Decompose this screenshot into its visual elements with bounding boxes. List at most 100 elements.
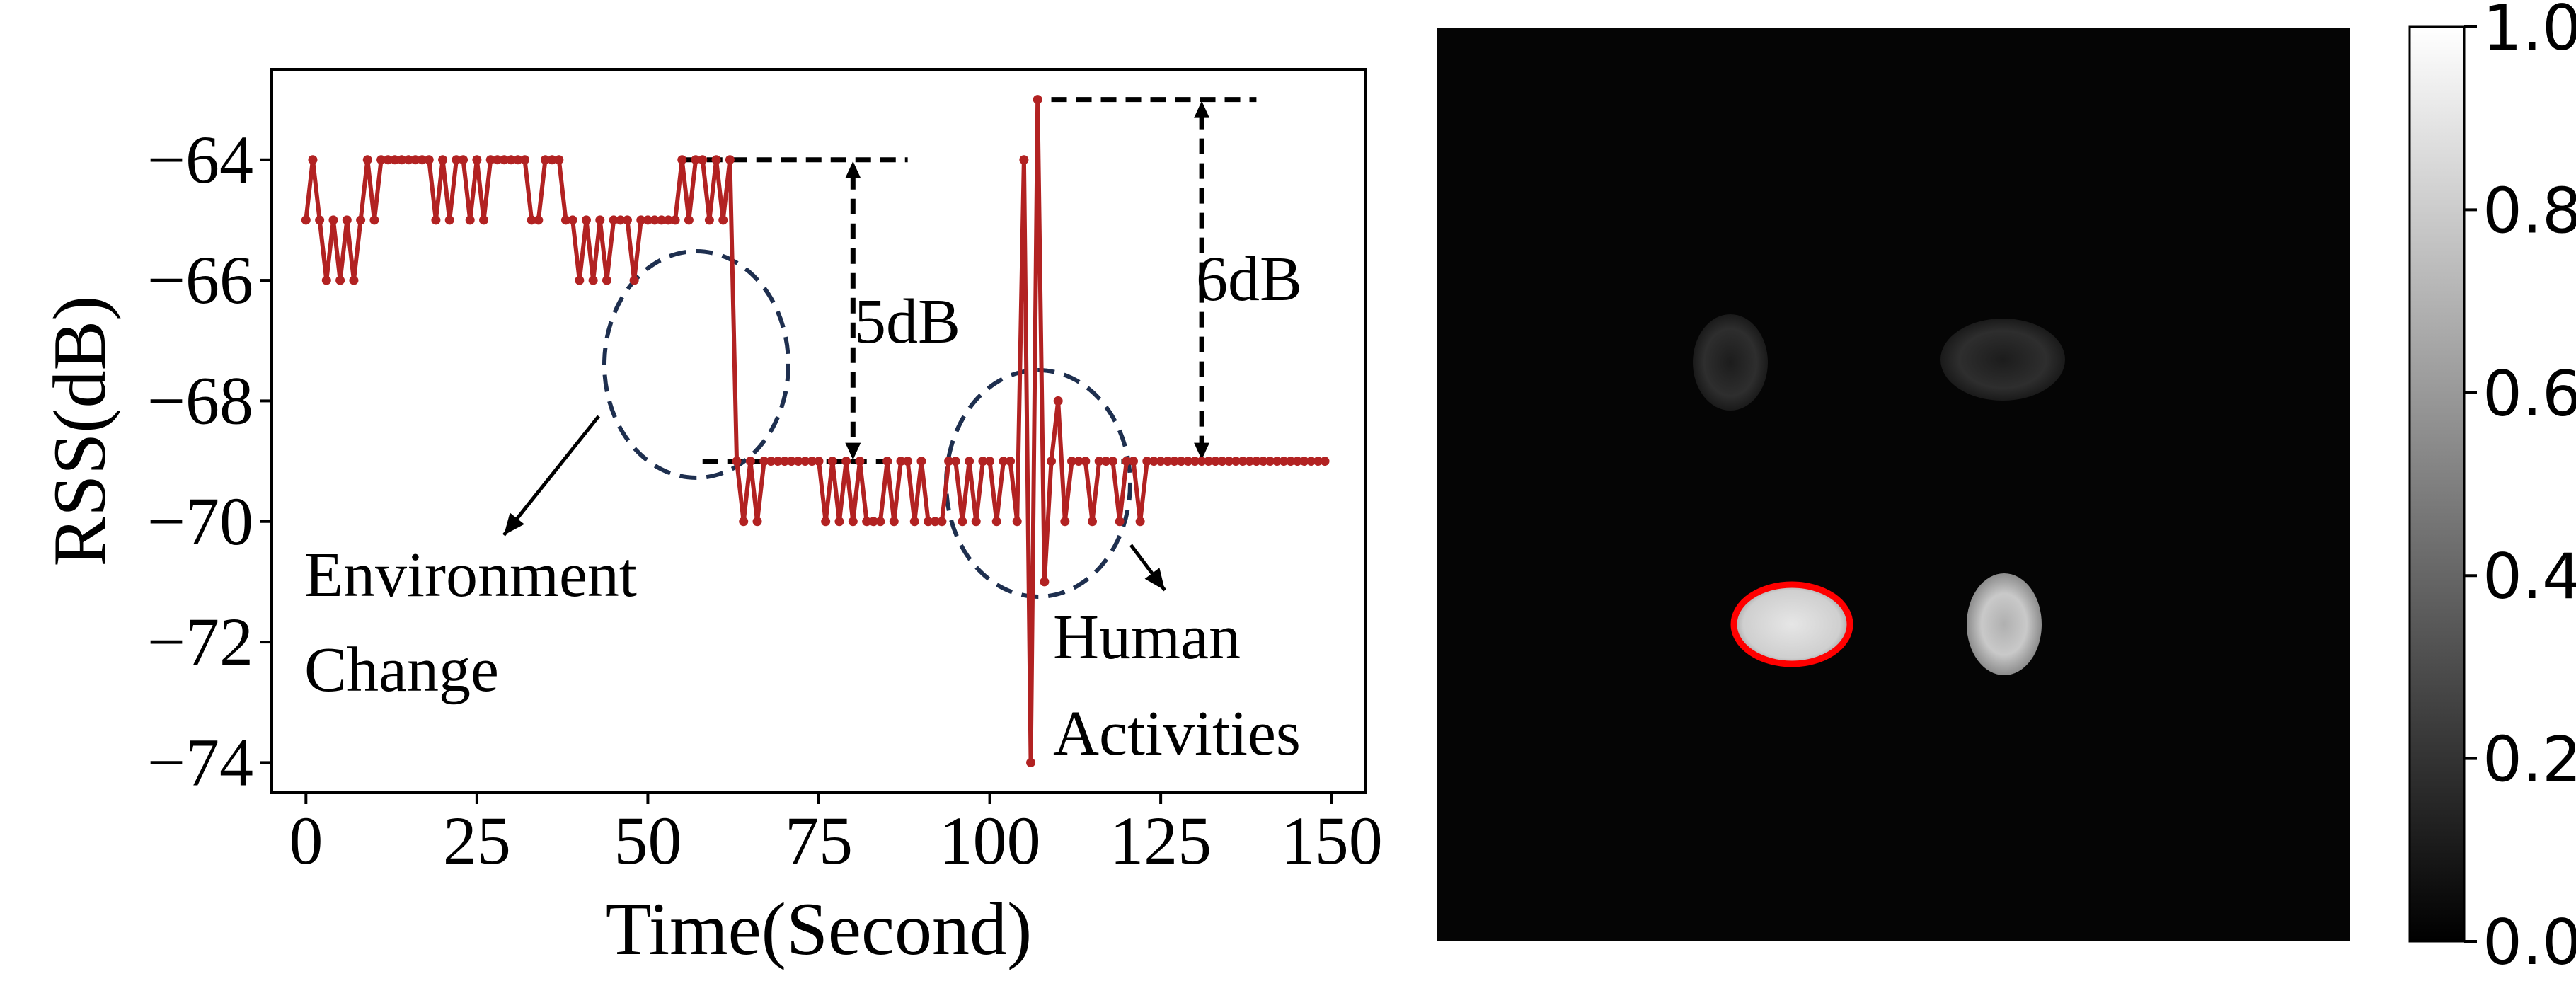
environment-change-label-line1: Environment <box>304 540 637 610</box>
data-point <box>1019 155 1029 165</box>
data-point <box>944 457 954 466</box>
highlight-ellipse <box>1730 581 1853 667</box>
data-point <box>1251 457 1261 466</box>
human-activities-label-line1: Human <box>1053 602 1241 672</box>
data-point <box>629 275 639 285</box>
data-point <box>308 155 318 165</box>
data-point <box>718 215 728 225</box>
data-point <box>868 517 878 527</box>
data-point <box>1299 457 1309 466</box>
data-point <box>1217 457 1227 466</box>
data-point <box>1067 457 1077 466</box>
data-point <box>472 155 482 165</box>
gap-5db-label: 5dB <box>854 287 960 357</box>
data-point <box>383 155 393 165</box>
data-point <box>452 155 461 165</box>
data-point <box>725 155 735 165</box>
colorbar-tick-label: 0.4 <box>2483 540 2576 613</box>
data-point <box>1142 457 1152 466</box>
data-point <box>541 155 550 165</box>
y-axis-ticks: −64 −66 −68 −70 −72 −74 <box>147 122 272 800</box>
data-point <box>937 517 947 527</box>
y-tick-label: −64 <box>147 122 253 197</box>
data-point <box>971 517 981 527</box>
colorbar-ticks: 0.0 0.2 0.4 0.6 0.8 1.0 <box>2464 0 2576 979</box>
colorbar-tick-label: 0.8 <box>2483 174 2576 247</box>
data-point <box>950 457 960 466</box>
data-point <box>1115 517 1125 527</box>
data-point <box>1040 577 1050 587</box>
data-point <box>1238 457 1248 466</box>
data-point <box>424 155 434 165</box>
gap-6db-label: 6dB <box>1196 244 1302 314</box>
arrow-6db-head-down <box>1194 442 1210 460</box>
data-point <box>1231 457 1241 466</box>
data-point <box>786 457 796 466</box>
data-point <box>534 215 544 225</box>
data-point <box>650 215 660 225</box>
y-tick-label: −74 <box>147 724 253 800</box>
data-point <box>431 215 441 225</box>
data-point <box>698 155 708 165</box>
data-point <box>1279 457 1289 466</box>
x-tick-label: 25 <box>443 803 511 878</box>
data-point <box>1135 517 1145 527</box>
data-point <box>930 517 940 527</box>
data-point <box>560 215 570 225</box>
data-point <box>841 457 851 466</box>
heatmap-panel: 0.0 0.2 0.4 0.6 0.8 1.0 <box>1437 0 2576 979</box>
data-point <box>444 215 454 225</box>
data-point <box>1224 457 1234 466</box>
data-point <box>362 155 372 165</box>
data-point <box>704 215 714 225</box>
data-point <box>1006 457 1016 466</box>
data-point <box>1026 757 1036 767</box>
arrow-5db-head-up <box>845 161 861 178</box>
data-point <box>1012 517 1022 527</box>
data-point <box>1060 517 1070 527</box>
data-point <box>527 215 536 225</box>
data-point <box>438 155 448 165</box>
data-point <box>882 457 892 466</box>
colorbar-tick-label: 1.0 <box>2483 0 2576 64</box>
data-point <box>958 517 967 527</box>
x-tick-label: 50 <box>614 803 682 878</box>
data-point <box>349 275 359 285</box>
environment-change-label-line2: Change <box>304 635 499 705</box>
x-tick-label: 0 <box>289 803 323 878</box>
data-point <box>1292 457 1302 466</box>
data-point <box>924 517 933 527</box>
data-point <box>485 155 495 165</box>
arrow-6db <box>1194 101 1210 460</box>
data-point <box>1272 457 1282 466</box>
x-tick-label: 100 <box>939 803 1041 878</box>
data-point <box>691 155 701 165</box>
data-point <box>800 457 810 466</box>
data-point <box>622 215 632 225</box>
data-point <box>636 215 646 225</box>
data-point <box>1074 457 1083 466</box>
data-point <box>1286 457 1296 466</box>
data-point <box>909 517 919 527</box>
data-point <box>1128 457 1138 466</box>
data-point <box>1053 396 1063 406</box>
data-point <box>321 275 331 285</box>
data-point <box>459 155 468 165</box>
data-point <box>520 155 530 165</box>
data-point <box>1245 457 1255 466</box>
data-point <box>1176 457 1186 466</box>
data-point <box>780 457 790 466</box>
data-point <box>663 215 673 225</box>
data-point <box>1033 95 1042 105</box>
data-point <box>657 215 667 225</box>
series-layer <box>301 95 1330 767</box>
data-point <box>766 457 776 466</box>
y-tick-label: −72 <box>147 604 253 679</box>
data-point <box>500 155 510 165</box>
data-point <box>588 275 598 285</box>
data-point <box>834 517 844 527</box>
data-point <box>991 517 1001 527</box>
arrow-5db <box>845 161 861 460</box>
data-point <box>575 275 585 285</box>
